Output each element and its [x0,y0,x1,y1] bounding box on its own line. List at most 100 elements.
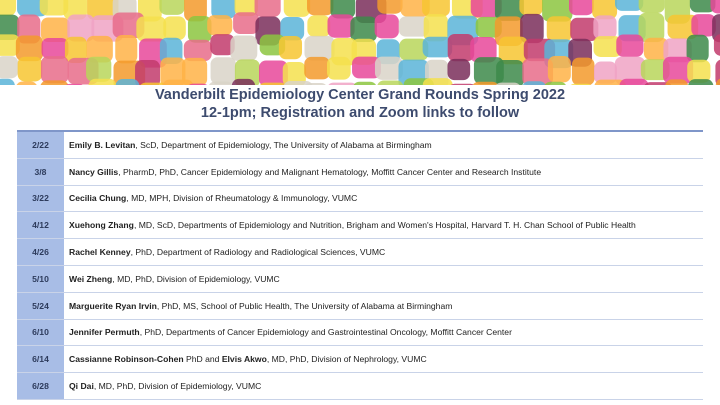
speaker-name: Cassianne Robinson-Cohen [69,354,184,365]
banner-tile [399,38,429,61]
banner-tile [66,83,83,85]
banner-tile [283,81,313,85]
banner-tile [211,0,236,19]
banner-tile [691,14,716,37]
banner-tile [86,56,112,82]
banner-tile [542,0,573,22]
banner-tile [377,80,404,85]
banner-tile [547,56,571,83]
banner-tile [544,81,566,85]
speaker-cell: Jennifer Permuth, PhD, Departments of Ca… [64,319,703,347]
banner-tile [644,82,672,85]
banner-tile [233,12,259,35]
banner-tile [422,78,453,85]
table-row: 4/26 Rachel Kenney, PhD, Department of Ra… [17,238,703,266]
banner-tile [616,34,644,57]
banner-tile [280,16,305,41]
banner-tile [614,56,646,85]
table-row: 3/22 Cecilia Chung, MD, MPH, Division of … [17,185,703,213]
table-row: 5/24 Marguerite Ryan Irvin, PhD, MS, Scho… [17,292,703,320]
banner-tile [328,82,357,85]
banner-tile [188,83,208,85]
banner-tile [86,35,113,63]
date-cell: 2/22 [17,131,65,159]
banner-tile [374,14,399,39]
banner-tile [520,13,544,44]
speaker-cell: Emily B. Levitan, ScD, Department of Epi… [64,131,703,159]
speaker-cell: Cassianne Robinson-Cohen PhD and Elvis A… [64,345,703,374]
banner-tile [234,0,258,17]
table-row: 6/10 Jennifer Permuth, PhD, Departments o… [17,319,703,347]
banner-tile [0,56,19,79]
banner-tile [350,16,377,42]
speaker-cell: Qi Dai, MD, PhD, Division of Epidemiolog… [64,372,703,400]
table-row: 4/12 Xuehong Zhang, MD, ScD, Departments … [17,211,703,240]
banner-tile [231,78,256,85]
banner-tile [15,35,44,62]
speaker-name: Qi Dai [69,381,94,392]
table-row: 6/28 Qi Dai, MD, PhD, Division of Epidemi… [17,372,703,400]
banner-tile [377,0,403,14]
banner-tile [398,16,430,37]
banner-tile [182,57,208,85]
speaker-cell: Nancy Gillis, PharmD, PhD, Cancer Epidem… [64,158,703,186]
speaker-details: , ScD, Department of Epidemiology, The U… [135,139,432,150]
speaker-cell: Wei Zheng, MD, PhD, Division of Epidemio… [64,265,703,293]
banner-tile [41,37,69,59]
speaker-name: Nancy Gillis [69,166,119,177]
banner-tile [160,57,186,85]
speaker-name: Wei Zheng [69,273,113,284]
banner-tile [663,38,692,63]
speaker-cell: Xuehong Zhang, MD, ScD, Departments of E… [64,211,703,240]
banner-tile [593,36,622,57]
banner-tile [135,60,161,85]
banner-tile [304,35,335,61]
banner-tile [570,17,599,42]
schedule-table: 2/22 Emily B. Levitan, ScD, Department of… [17,130,703,400]
banner-tile [665,79,689,85]
speaker-details: , MD, ScD, Departments of Epidemiology a… [133,220,636,231]
banner-tile [87,0,119,20]
banner-tile [304,56,330,80]
banner-tile [352,56,381,79]
banner-tile [326,56,351,80]
speaker-cell: Rachel Kenney, PhD, Department of Radiol… [64,238,703,266]
banner-tile [207,15,233,36]
banner-tile [159,0,185,15]
speaker-details: , MD, PhD, Division of Epidemiology, VUM… [93,381,262,392]
banner-tile [614,0,644,11]
banner-tile [450,83,475,85]
banner-tile [0,14,20,41]
speaker-details: , PhD, MS, School of Public Health, The … [156,300,453,311]
banner-tile [208,81,233,85]
banner-tile [234,59,260,85]
speaker-name: Cecilia Chung [69,193,127,204]
banner-tile [546,16,572,43]
table-row: 5/10 Wei Zheng, MD, PhD, Division of Epid… [17,265,703,293]
banner-tile [210,57,237,85]
banner-tile [374,56,403,80]
banner-tile [593,61,617,84]
banner-tile [522,58,554,85]
banner-tile [447,58,471,81]
banner-tile [16,81,37,85]
date-cell: 4/26 [17,238,65,266]
date-cell: 3/22 [17,185,65,213]
banner-tile [638,0,665,13]
banner-tile [592,0,618,20]
title-line: Vanderbilt Epidemiology Center Grand Rou… [154,87,566,103]
banner-tile [687,59,711,83]
banner-tile [210,34,235,56]
banner-tile [254,0,281,18]
date-cell: 5/10 [17,265,65,293]
speaker-details: , PhD, Departments of Cancer Epidemiolog… [139,327,512,338]
speaker-name: Xuehong Zhang [69,220,134,231]
banner [0,0,720,85]
banner-tile [447,34,475,62]
banner-tile [667,14,699,40]
banner-tile [187,15,212,43]
banner-tile [568,0,594,16]
banner-tile [686,34,709,63]
banner-tile [593,15,617,40]
